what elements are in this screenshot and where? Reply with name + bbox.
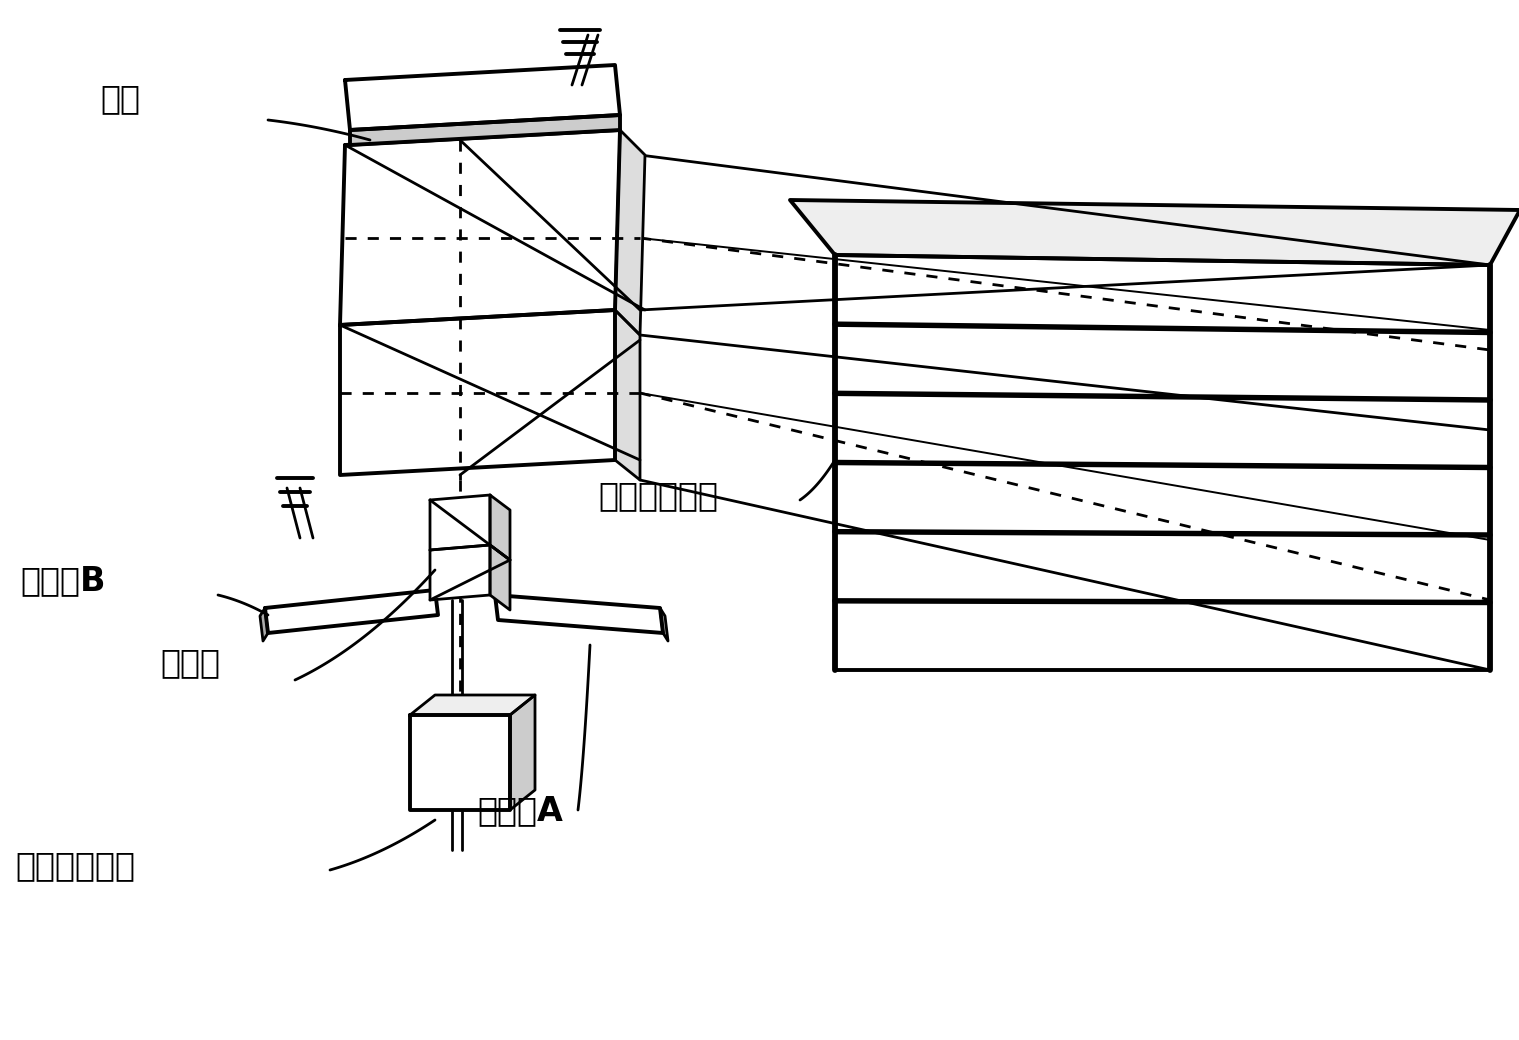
Text: 面阵投影装置: 面阵投影装置 — [15, 849, 135, 882]
Polygon shape — [491, 545, 510, 610]
Polygon shape — [495, 595, 662, 633]
Polygon shape — [491, 495, 510, 560]
Polygon shape — [615, 310, 639, 480]
Polygon shape — [410, 695, 535, 716]
Text: 反射镜A: 反射镜A — [477, 794, 564, 827]
Polygon shape — [510, 695, 535, 810]
Text: 双面镜: 双面镜 — [159, 646, 220, 679]
Polygon shape — [410, 716, 510, 810]
Text: 摇镜: 摇镜 — [100, 82, 140, 115]
Polygon shape — [615, 130, 646, 335]
Polygon shape — [430, 495, 491, 550]
Polygon shape — [340, 310, 615, 475]
Polygon shape — [340, 130, 620, 326]
Polygon shape — [260, 608, 267, 641]
Polygon shape — [264, 590, 437, 633]
Polygon shape — [349, 115, 620, 145]
Polygon shape — [659, 608, 668, 641]
Polygon shape — [790, 200, 1519, 265]
Text: 二维成像装置: 二维成像装置 — [598, 479, 718, 512]
Text: 反射镜B: 反射镜B — [20, 564, 105, 597]
Polygon shape — [430, 545, 491, 600]
Polygon shape — [345, 66, 620, 130]
Polygon shape — [835, 255, 1490, 670]
